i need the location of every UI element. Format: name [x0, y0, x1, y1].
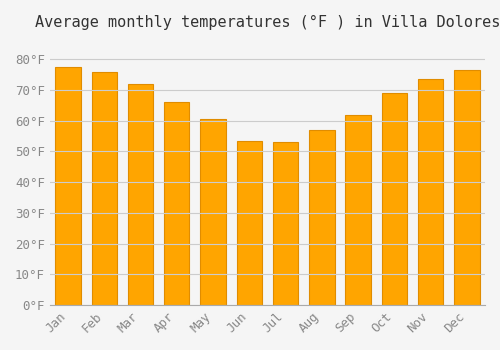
Bar — [309, 130, 334, 305]
Bar — [56, 67, 80, 305]
Bar — [164, 102, 190, 305]
Bar — [454, 70, 479, 305]
Bar — [382, 93, 407, 305]
Bar — [273, 142, 298, 305]
Bar — [128, 84, 153, 305]
Bar — [92, 72, 117, 305]
Bar — [236, 141, 262, 305]
Title: Average monthly temperatures (°F ) in Villa Dolores: Average monthly temperatures (°F ) in Vi… — [34, 15, 500, 30]
Bar — [418, 79, 444, 305]
Bar — [346, 114, 371, 305]
Bar — [200, 119, 226, 305]
